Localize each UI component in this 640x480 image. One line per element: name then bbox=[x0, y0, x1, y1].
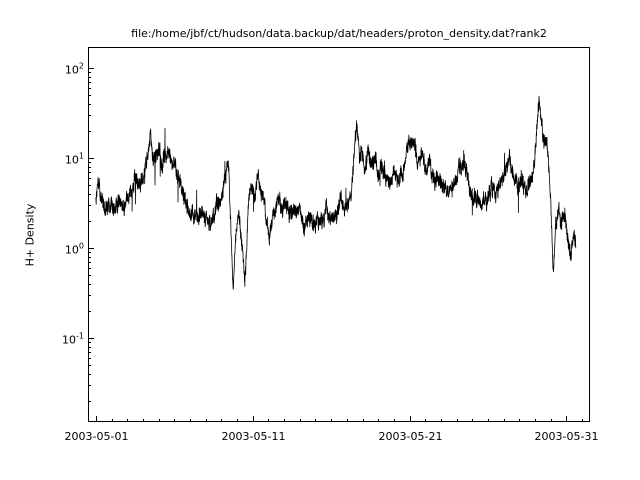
y-tick-label: 100 bbox=[64, 241, 84, 256]
x-tick-label: 2003-05-21 bbox=[378, 430, 443, 443]
y-tick-label: 10-1 bbox=[62, 331, 84, 346]
data-line bbox=[95, 95, 577, 290]
plot-frame bbox=[88, 47, 590, 422]
x-tick-label: 2003-05-11 bbox=[221, 430, 286, 443]
x-tick-label: 2003-05-31 bbox=[534, 430, 599, 443]
y-tick-label: 102 bbox=[64, 61, 84, 76]
x-tick-label: 2003-05-01 bbox=[64, 430, 129, 443]
y-tick-label: 101 bbox=[64, 151, 84, 166]
plot-title: file:/home/jbf/ct/hudson/data.backup/dat… bbox=[131, 27, 547, 40]
